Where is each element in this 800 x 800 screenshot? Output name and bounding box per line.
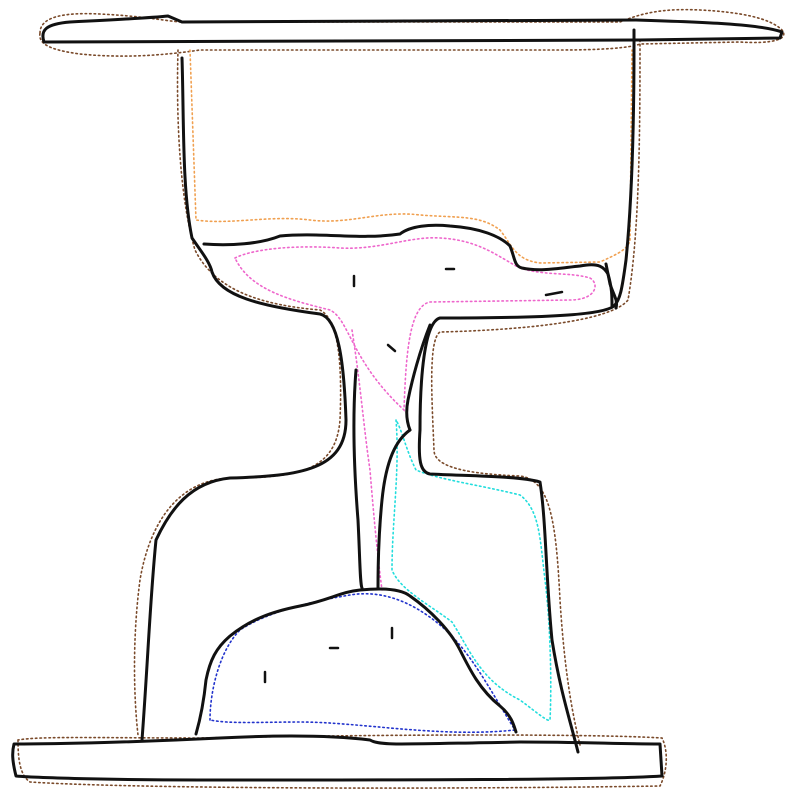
ink-layer — [11, 14, 784, 782]
glass-reflection-halo — [391, 419, 552, 722]
frame-left-post — [140, 56, 348, 742]
upper-chamber-halo — [189, 49, 633, 264]
glass-neck-left — [352, 368, 364, 590]
lower-sand-halo — [209, 592, 517, 734]
frame-outer-halo — [133, 49, 342, 736]
frame-right-post — [417, 28, 636, 754]
glass-neck-right — [376, 428, 412, 590]
lower-sand-mound — [194, 587, 518, 736]
upper-sand-halo — [233, 237, 596, 412]
top-plate — [41, 14, 784, 44]
grain-mark — [544, 290, 564, 297]
glass-neck-upper-right — [405, 323, 432, 432]
halo-layer — [17, 8, 785, 789]
grain-mark — [386, 343, 397, 353]
frame-right-halo — [430, 39, 641, 746]
right-wall-notch — [604, 262, 618, 310]
base-plate — [11, 734, 664, 782]
upper-sand-surface — [202, 223, 614, 308]
sand-grains — [263, 267, 564, 684]
